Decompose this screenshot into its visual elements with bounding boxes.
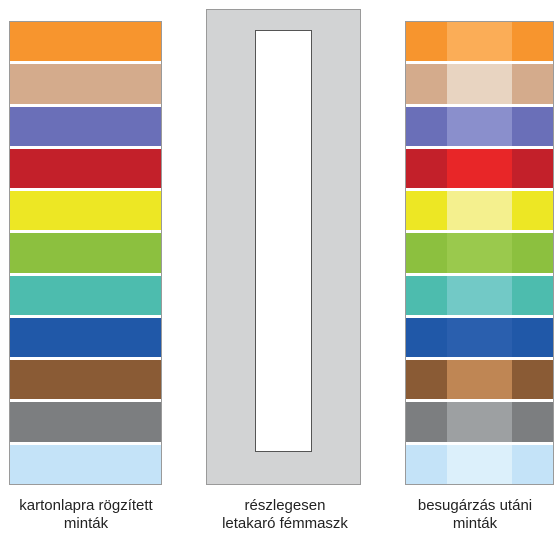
sample-strip-teal	[406, 275, 553, 315]
exposed-band	[447, 191, 512, 231]
exposed-band	[447, 64, 512, 104]
sample-strip-yellow	[406, 191, 553, 231]
masked-band-right	[512, 317, 553, 358]
masked-band-right	[512, 233, 553, 273]
exposed-band	[447, 106, 512, 146]
caption-irradiated-samples-line-2: minták	[452, 515, 498, 532]
sample-strip-red	[406, 148, 553, 189]
sample-strip-periwinkle	[406, 106, 553, 146]
sample-strip-tan	[406, 64, 553, 104]
exposed-band	[447, 148, 512, 189]
exposed-band	[447, 444, 512, 484]
mounted-samples-panel	[9, 21, 162, 485]
caption-metal-mask: részlegesen letakaró fémmaszk	[190, 497, 380, 533]
exposed-band	[447, 402, 512, 442]
exposed-band	[447, 233, 512, 273]
caption-mounted-samples: kartonlapra rögzített minták	[0, 497, 172, 533]
masked-band-right	[512, 444, 553, 484]
sample-strip-yellow	[10, 191, 161, 231]
masked-band-right	[512, 275, 553, 315]
sample-strip-light-blue	[406, 444, 553, 484]
masked-band-left	[406, 444, 447, 484]
caption-mounted-samples-line-1: kartonlapra rögzített	[19, 497, 153, 514]
caption-mounted-samples-line-2: minták	[63, 515, 109, 532]
sample-strip-gray	[406, 402, 553, 442]
masked-band-right	[512, 22, 553, 62]
sample-strip-orange	[10, 22, 161, 62]
masked-band-left	[406, 233, 447, 273]
masked-band-left	[406, 191, 447, 231]
masked-band-left	[406, 402, 447, 442]
irradiated-samples-panel	[405, 21, 554, 485]
sample-strip-red	[10, 148, 161, 189]
sample-strip-blue	[10, 317, 161, 358]
sample-strip-brown	[10, 360, 161, 400]
masked-band-right	[512, 64, 553, 104]
sample-strip-teal	[10, 275, 161, 315]
mask-window	[255, 30, 312, 452]
masked-band-left	[406, 360, 447, 400]
masked-band-left	[406, 106, 447, 146]
sample-strip-periwinkle	[10, 106, 161, 146]
masked-band-right	[512, 148, 553, 189]
masked-band-left	[406, 64, 447, 104]
caption-metal-mask-line-2: letakaró fémmaszk	[222, 515, 348, 532]
sample-strip-blue	[406, 317, 553, 358]
sample-strip-light-blue	[10, 444, 161, 484]
exposed-band	[447, 317, 512, 358]
sample-strip-gray	[10, 402, 161, 442]
sample-strip-orange	[406, 22, 553, 62]
masked-band-right	[512, 191, 553, 231]
sample-strip-green	[10, 233, 161, 273]
masked-band-right	[512, 402, 553, 442]
masked-band-left	[406, 275, 447, 315]
masked-band-left	[406, 22, 447, 62]
metal-mask	[206, 9, 361, 485]
exposed-band	[447, 22, 512, 62]
masked-band-right	[512, 106, 553, 146]
exposed-band	[447, 360, 512, 400]
caption-irradiated-samples: besugárzás utáni minták	[395, 497, 555, 533]
exposed-band	[447, 275, 512, 315]
masked-band-left	[406, 148, 447, 189]
sample-strip-tan	[10, 64, 161, 104]
masked-band-left	[406, 317, 447, 358]
caption-metal-mask-line-1: részlegesen	[244, 497, 326, 514]
caption-irradiated-samples-line-1: besugárzás utáni	[417, 497, 533, 514]
sample-strip-green	[406, 233, 553, 273]
masked-band-right	[512, 360, 553, 400]
sample-strip-brown	[406, 360, 553, 400]
